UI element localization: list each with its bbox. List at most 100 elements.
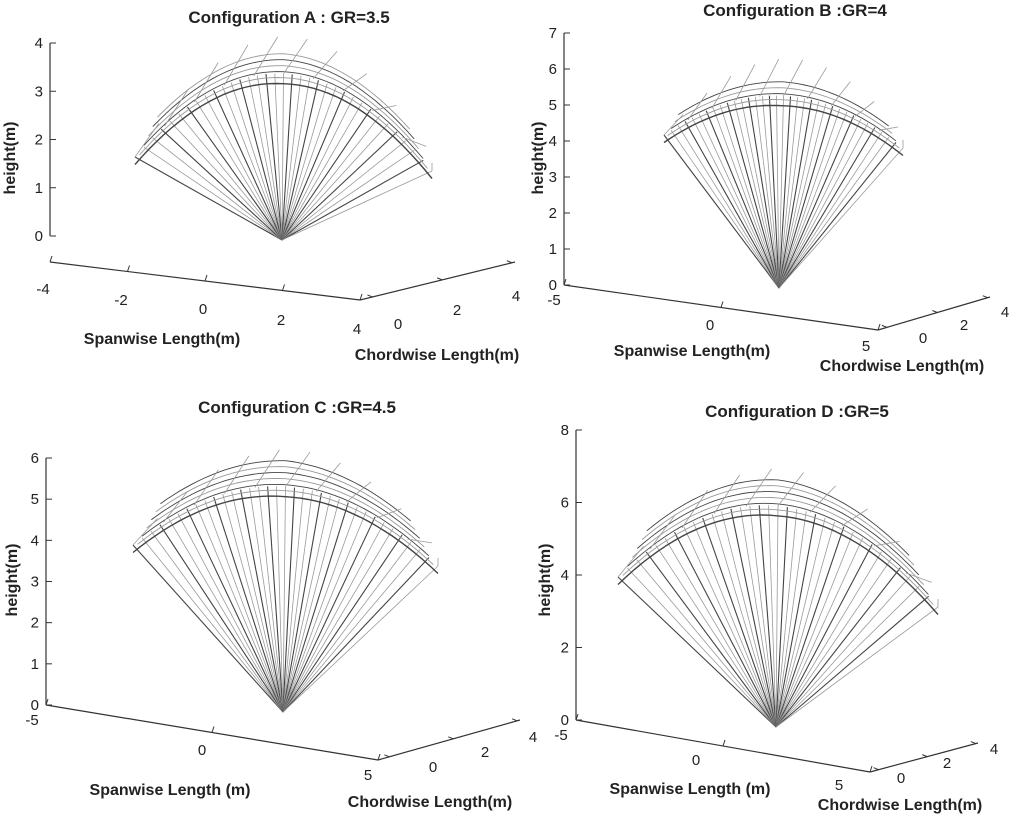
- y-axis-line: [877, 296, 991, 331]
- rib-line: [132, 518, 158, 546]
- x-tick-label: 5: [835, 777, 843, 794]
- radial-line: [691, 117, 780, 289]
- rib-line: [681, 490, 708, 529]
- rib-line: [223, 44, 249, 86]
- y-tick-label: 4: [512, 288, 520, 305]
- x-tick-label: 5: [862, 338, 870, 355]
- y-tick-label: 0: [394, 316, 402, 333]
- arch-ring: [146, 478, 425, 548]
- chart-title: Configuration D :GR=5: [705, 402, 889, 421]
- z-tick-label: 0: [35, 228, 43, 245]
- rib-line: [711, 75, 732, 109]
- radial-line: [281, 74, 293, 241]
- radial-line: [749, 505, 777, 728]
- arch-ring: [678, 81, 889, 127]
- x-tick-mark: [877, 323, 881, 331]
- x-tick-mark: [575, 713, 579, 721]
- radial-line: [213, 496, 284, 713]
- z-tick-label: 4: [35, 35, 43, 52]
- chart-title: Configuration B :GR=4: [703, 1, 887, 20]
- arch-ring: [148, 65, 419, 149]
- y-tick-mark: [873, 767, 879, 771]
- x-tick-mark: [127, 265, 130, 272]
- x-tick-label: 0: [198, 742, 206, 759]
- radial-line: [775, 508, 798, 728]
- y-axis-line: [359, 261, 516, 301]
- radial-line: [282, 495, 331, 713]
- arch-ring: [627, 502, 929, 595]
- radial-line: [204, 95, 283, 241]
- rib-line: [617, 545, 644, 578]
- y-tick-label: 0: [919, 330, 927, 347]
- arch-ring: [632, 496, 924, 586]
- arch-ring: [132, 495, 439, 575]
- radial-line: [249, 488, 284, 713]
- radial-line: [778, 115, 855, 289]
- rib-line: [342, 73, 367, 92]
- radial-line: [674, 531, 777, 728]
- z-tick-label: 2: [549, 205, 557, 222]
- radial-line: [265, 74, 283, 241]
- z-tick-label: 3: [35, 83, 43, 100]
- radial-line: [282, 498, 340, 713]
- radial-line: [258, 486, 284, 713]
- z-tick-label: 6: [31, 450, 39, 467]
- arch-ring: [636, 491, 920, 576]
- radial-line: [282, 534, 403, 713]
- arch-ring: [143, 71, 424, 159]
- radial-line: [698, 113, 780, 289]
- radial-line: [778, 119, 862, 289]
- radial-line: [712, 107, 780, 289]
- radial-line: [281, 87, 337, 241]
- radial-line: [282, 549, 421, 713]
- radial-line: [636, 559, 777, 728]
- radial-line: [281, 123, 389, 241]
- x-axis-label: Spanwise Length(m): [614, 343, 770, 360]
- y-axis-label: Chordwise Length(m): [348, 794, 512, 811]
- radial-line: [711, 514, 777, 728]
- radial-line: [281, 80, 319, 241]
- rib-line: [905, 572, 932, 583]
- x-axis-label: Spanwise Length(m): [84, 331, 240, 348]
- radial-line: [778, 103, 827, 289]
- radial-line: [778, 101, 819, 289]
- radial-line: [274, 73, 283, 241]
- wireframe-canopy: [663, 58, 904, 289]
- y-tick-mark: [448, 736, 454, 740]
- rib-line: [745, 468, 772, 507]
- radial-line: [159, 524, 284, 713]
- y-tick-mark: [932, 310, 938, 313]
- radial-line: [186, 508, 284, 713]
- arch-ring: [670, 93, 897, 142]
- radial-line: [282, 506, 358, 713]
- radial-line: [282, 492, 322, 713]
- radial-line: [778, 111, 848, 289]
- arch-ring: [141, 483, 430, 557]
- radial-line: [282, 522, 385, 713]
- radial-line: [762, 96, 780, 289]
- z-tick-label: 0: [549, 277, 557, 294]
- radial-line: [150, 530, 284, 713]
- rib-line: [663, 114, 684, 136]
- radial-line: [282, 511, 367, 713]
- radial-line: [778, 127, 876, 289]
- radial-line: [222, 85, 283, 241]
- radial-line: [775, 537, 864, 728]
- radial-line: [177, 513, 284, 713]
- radial-line: [282, 557, 430, 713]
- z-tick-label: 6: [549, 61, 557, 78]
- radial-line: [169, 120, 283, 241]
- y-tick-label: 2: [481, 744, 489, 761]
- y-tick-mark: [922, 754, 928, 758]
- x-tick-label: -2: [114, 292, 127, 309]
- radial-line: [143, 146, 283, 241]
- rib-line: [193, 469, 219, 506]
- z-tick-label: 1: [35, 180, 43, 197]
- y-tick-mark: [511, 718, 518, 722]
- rib-line: [224, 455, 250, 494]
- radial-line: [281, 140, 407, 241]
- x-tick-label: -5: [554, 727, 567, 744]
